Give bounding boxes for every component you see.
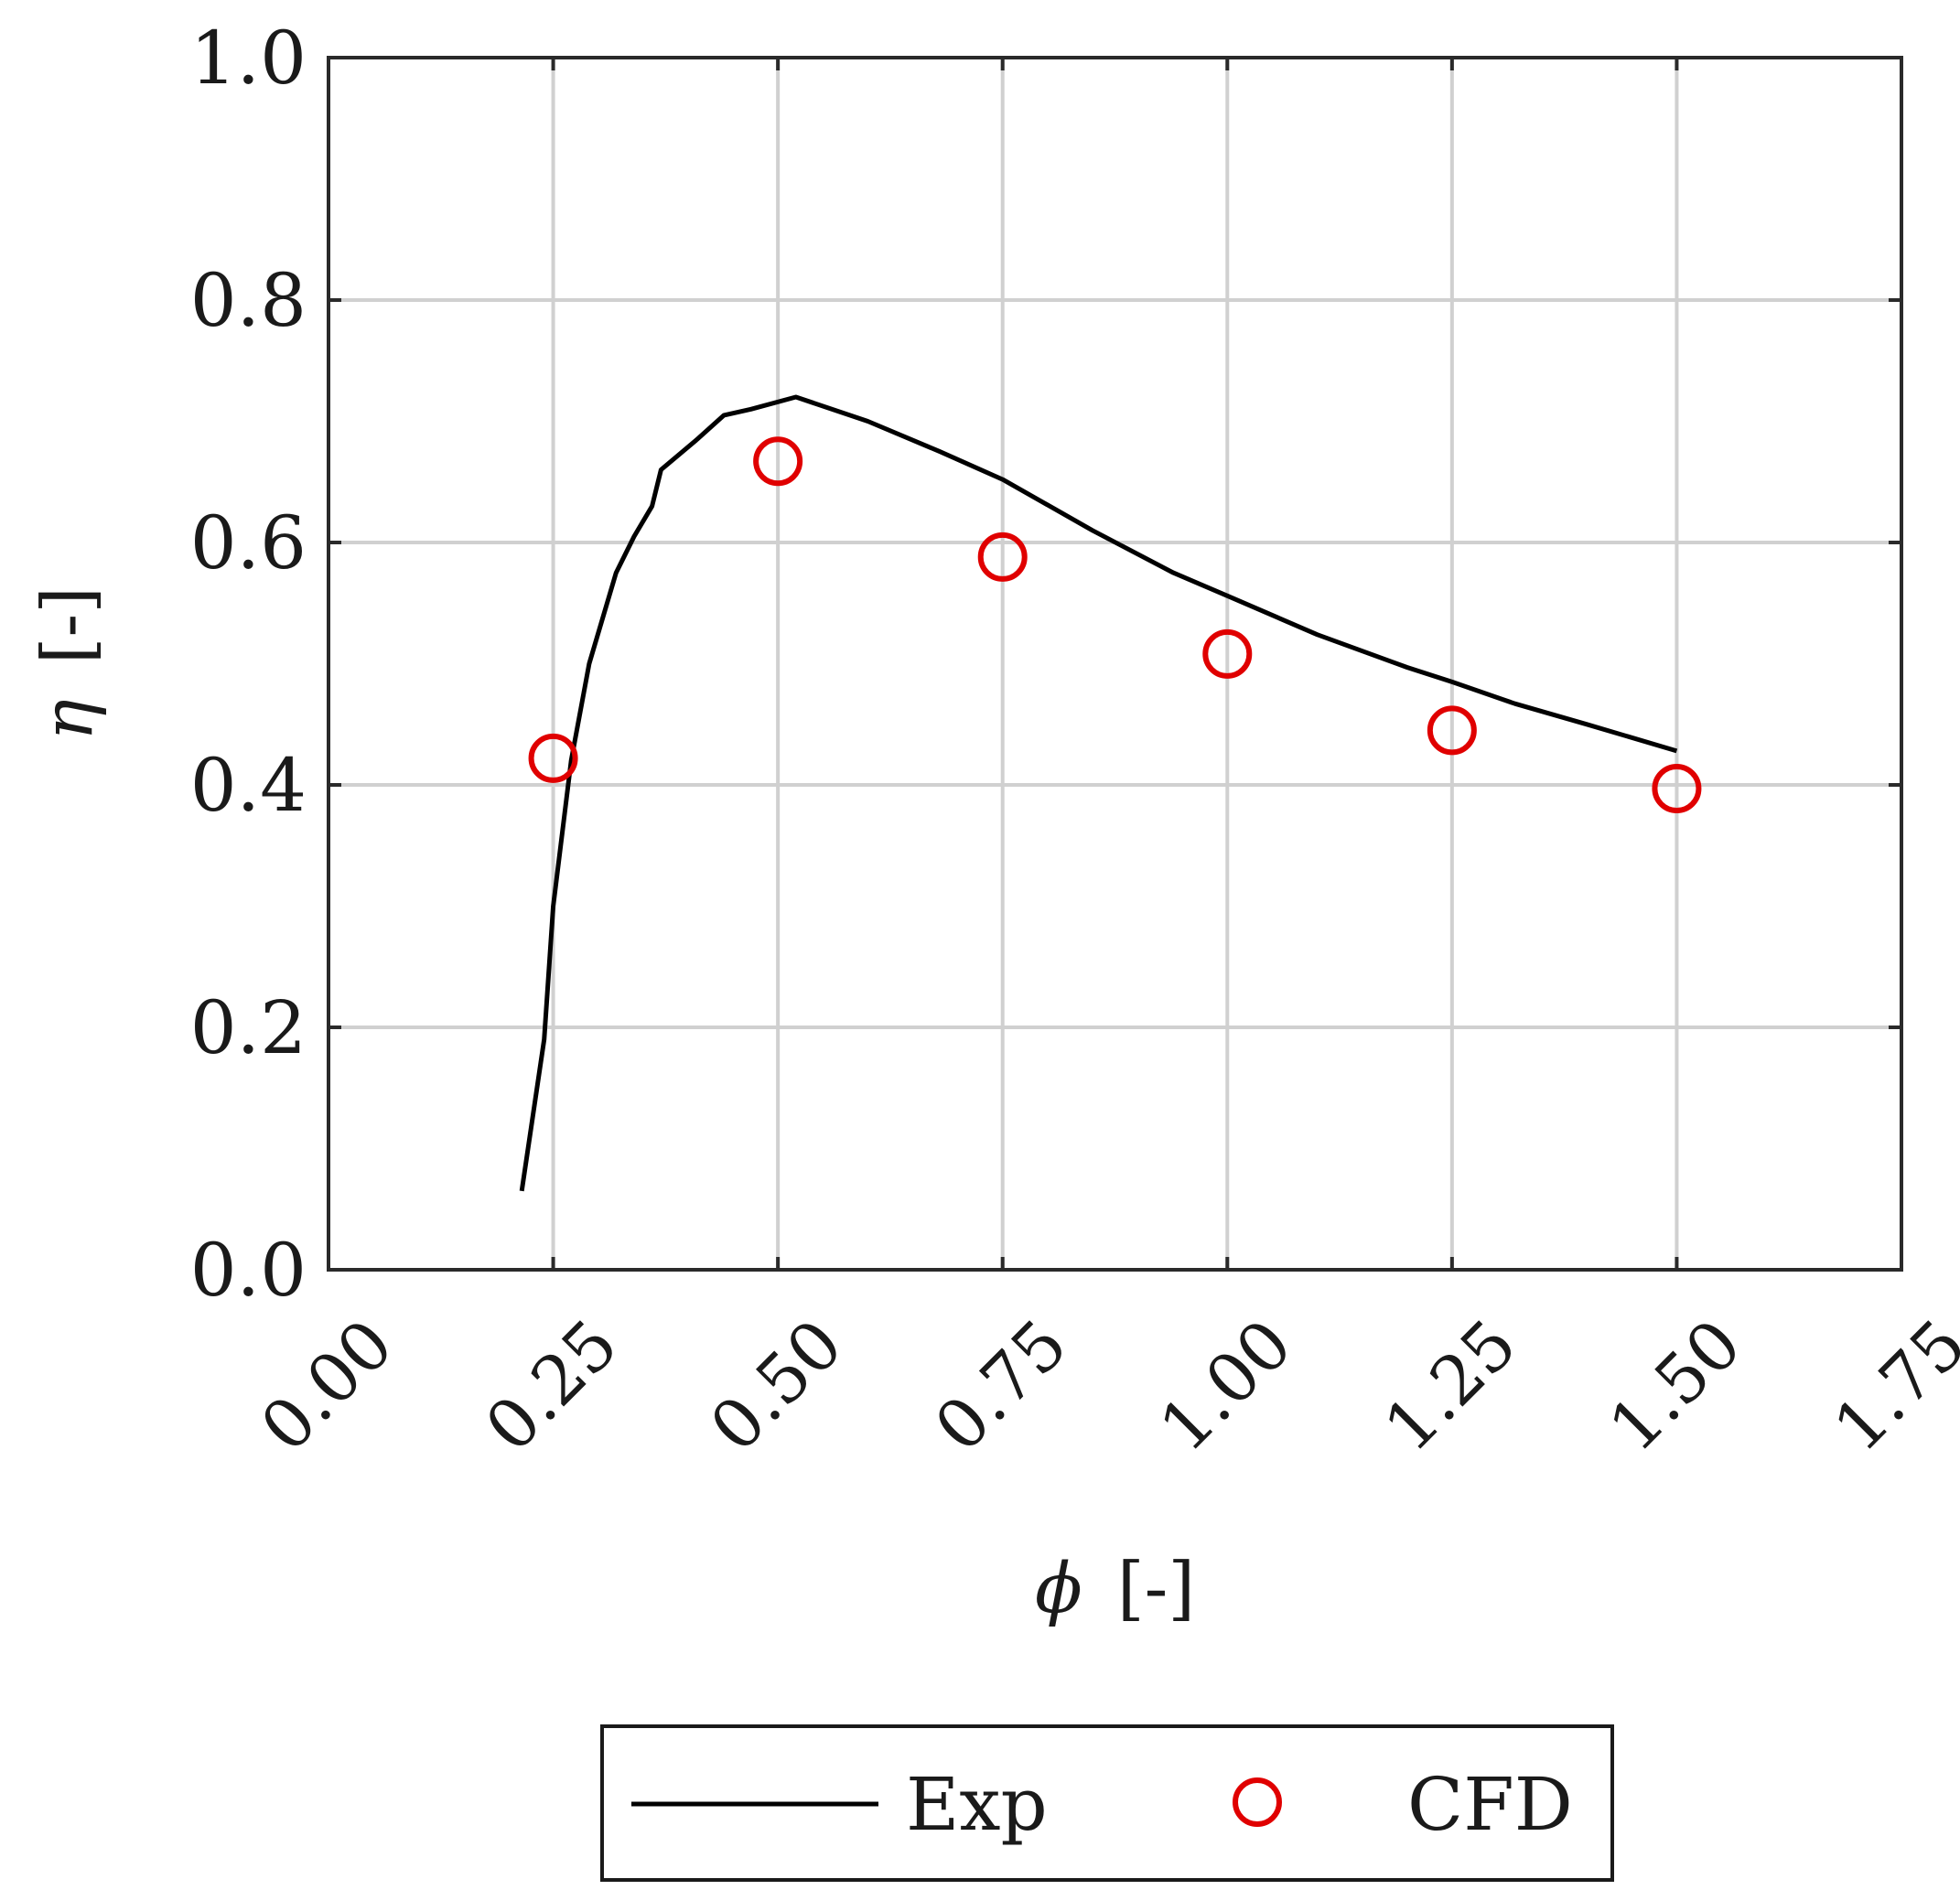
series-exp-line [519, 394, 1678, 1192]
series-layer [519, 394, 1702, 1192]
y-axis-symbol: η [27, 699, 108, 741]
y-axis-label: η [-] [27, 586, 108, 741]
y-tick-label: 0.8 [190, 258, 307, 343]
legend-cfd-label: CFD [1407, 1762, 1573, 1847]
x-axis-label: ϕ [-] [1035, 1547, 1195, 1628]
grid [328, 58, 1901, 1270]
series-cfd-point [1427, 705, 1477, 756]
series-cfd-point [1202, 628, 1253, 679]
legend: Exp CFD [600, 1724, 1614, 1882]
series-cfd-point [528, 733, 578, 783]
y-tick-label: 1.0 [190, 16, 307, 101]
series-cfd-point [977, 532, 1028, 582]
y-tick-label: 0.2 [190, 985, 307, 1070]
legend-cfd-swatch [1233, 1777, 1282, 1827]
series-cfd-point [753, 436, 803, 487]
legend-exp-label: Exp [906, 1762, 1048, 1847]
plot-frame [327, 56, 1903, 1272]
x-axis-symbol: ϕ [1035, 1547, 1082, 1628]
legend-box [600, 1724, 1614, 1882]
y-tick-label: 0.4 [190, 743, 307, 828]
x-axis-unit: [-] [1117, 1547, 1195, 1628]
series-cfd-point [1652, 763, 1702, 813]
y-axis-unit: [-] [27, 586, 108, 664]
y-tick-label: 0.6 [190, 500, 307, 585]
ticks [327, 56, 1903, 1272]
y-tick-label: 0.0 [190, 1228, 307, 1313]
